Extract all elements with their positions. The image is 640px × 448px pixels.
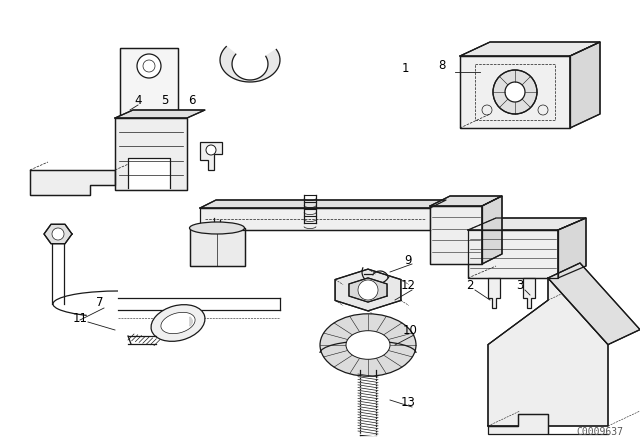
Polygon shape <box>488 278 500 308</box>
Polygon shape <box>430 196 502 206</box>
Ellipse shape <box>346 331 390 359</box>
Polygon shape <box>200 142 222 170</box>
Polygon shape <box>115 110 205 118</box>
Polygon shape <box>468 218 586 230</box>
Polygon shape <box>44 224 72 244</box>
Ellipse shape <box>151 305 205 341</box>
Circle shape <box>137 54 161 78</box>
Text: 6: 6 <box>188 94 196 107</box>
Text: 3: 3 <box>516 279 524 292</box>
Ellipse shape <box>189 222 244 234</box>
Text: 1: 1 <box>401 61 409 74</box>
Bar <box>120 48 178 188</box>
Polygon shape <box>488 278 608 426</box>
Polygon shape <box>430 206 482 264</box>
Text: 9: 9 <box>404 254 412 267</box>
Polygon shape <box>558 218 586 278</box>
Text: C0009637: C0009637 <box>577 427 623 437</box>
Polygon shape <box>335 269 401 311</box>
Polygon shape <box>200 208 430 230</box>
Text: 13: 13 <box>401 396 415 409</box>
Circle shape <box>206 145 216 155</box>
Bar <box>190 228 245 266</box>
Text: 12: 12 <box>401 279 415 292</box>
Text: 11: 11 <box>72 311 88 324</box>
Ellipse shape <box>320 314 416 376</box>
Polygon shape <box>548 263 640 345</box>
Polygon shape <box>460 42 600 56</box>
Text: 4: 4 <box>134 94 141 107</box>
Polygon shape <box>220 47 280 82</box>
Circle shape <box>493 70 537 114</box>
Bar <box>468 230 558 278</box>
Text: 7: 7 <box>96 296 104 309</box>
Text: 5: 5 <box>161 94 169 107</box>
Polygon shape <box>468 230 558 278</box>
Polygon shape <box>482 196 502 264</box>
Polygon shape <box>128 158 170 188</box>
Polygon shape <box>115 118 187 190</box>
Polygon shape <box>349 278 387 302</box>
Circle shape <box>358 280 378 300</box>
Polygon shape <box>460 56 570 128</box>
Text: 8: 8 <box>438 59 445 72</box>
Bar <box>460 56 570 128</box>
Polygon shape <box>570 42 600 128</box>
Text: 2: 2 <box>467 279 474 292</box>
Circle shape <box>505 82 525 102</box>
Bar <box>475 64 555 120</box>
Polygon shape <box>523 278 535 308</box>
Polygon shape <box>200 200 446 208</box>
Polygon shape <box>30 170 115 195</box>
Ellipse shape <box>161 312 195 334</box>
Polygon shape <box>488 414 548 434</box>
Text: 10: 10 <box>403 323 417 336</box>
Circle shape <box>52 228 64 240</box>
Polygon shape <box>120 48 178 188</box>
Polygon shape <box>190 228 245 266</box>
Polygon shape <box>190 317 192 326</box>
